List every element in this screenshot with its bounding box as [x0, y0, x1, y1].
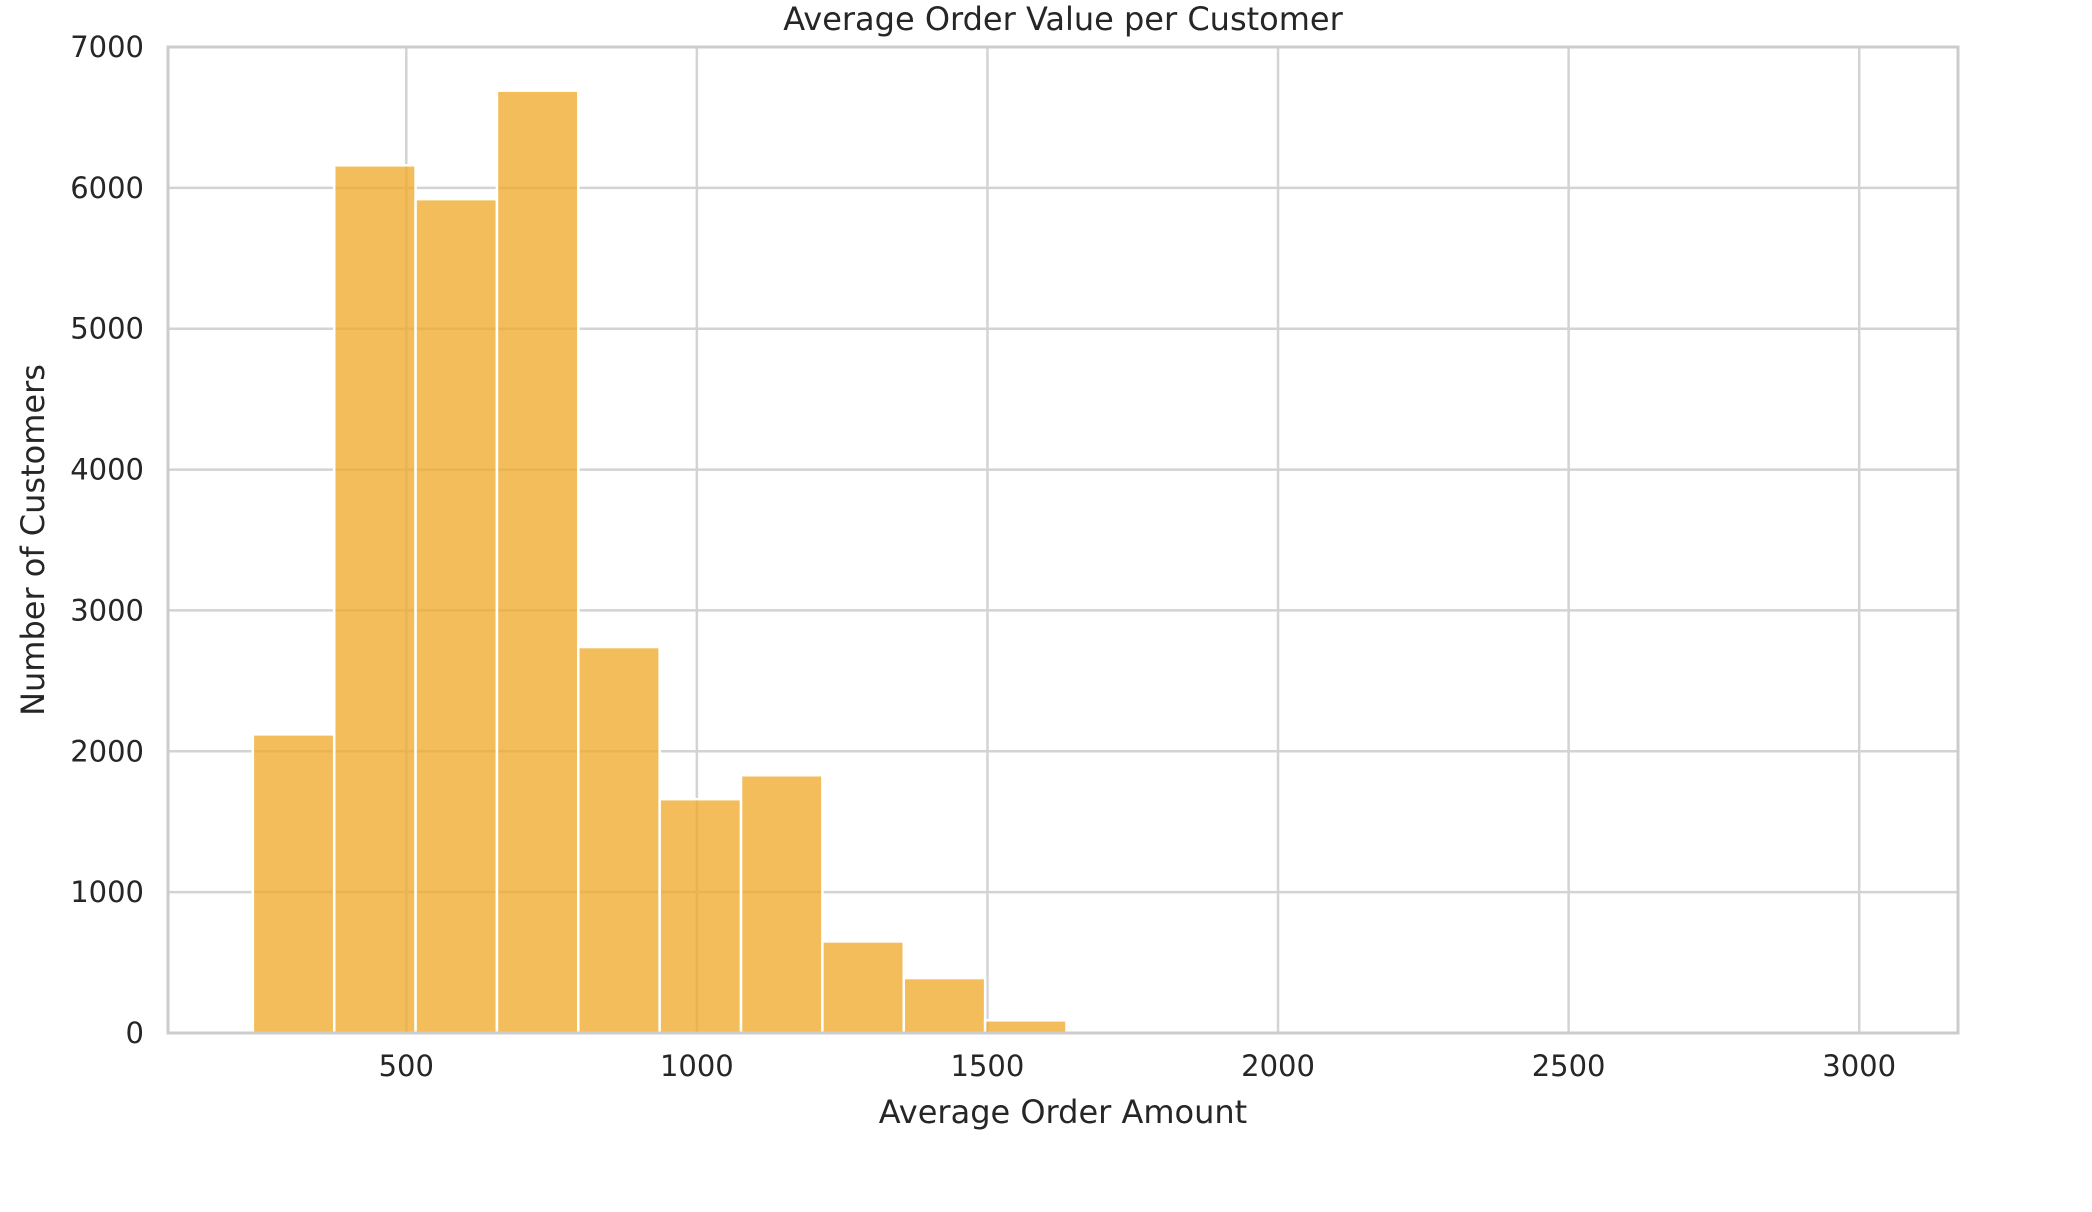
histogram-bar [577, 645, 661, 1035]
y-tick-label: 2000 [70, 734, 144, 768]
histogram-bar [251, 733, 336, 1035]
histogram-bar [983, 1019, 1068, 1035]
y-tick-label: 5000 [70, 312, 144, 346]
histogram-bar [658, 797, 743, 1035]
x-tick-label: 500 [379, 1049, 434, 1083]
x-tick-label: 2000 [1241, 1049, 1315, 1083]
y-tick-label: 0 [126, 1016, 144, 1050]
chart-title: Average Order Value per Customer [783, 0, 1343, 38]
y-tick-label: 4000 [70, 453, 144, 487]
y-tick-label: 6000 [70, 171, 144, 205]
histogram-bar [821, 940, 906, 1035]
y-axis-label: Number of Customers [14, 364, 52, 716]
y-tick-label: 7000 [70, 30, 144, 64]
plot-frame [166, 45, 1960, 1035]
histogram-bar [332, 164, 417, 1035]
x-tick-label: 2500 [1532, 1049, 1606, 1083]
histogram-bar [739, 773, 824, 1035]
x-axis-label: Average Order Amount [879, 1093, 1247, 1131]
y-tick-labels: 0 1000 2000 3000 4000 5000 6000 7000 [70, 30, 144, 1050]
x-tick-label: 1000 [660, 1049, 734, 1083]
x-tick-labels: 500 1000 1500 2000 2500 3000 [379, 1049, 1897, 1083]
y-tick-label: 3000 [70, 593, 144, 627]
histogram-bar [495, 89, 580, 1035]
histogram-bars [251, 89, 1068, 1035]
histogram-bar [902, 976, 987, 1035]
x-tick-label: 3000 [1822, 1049, 1896, 1083]
histogram-bar [414, 197, 499, 1035]
y-tick-label: 1000 [70, 875, 144, 909]
x-tick-label: 1500 [951, 1049, 1025, 1083]
